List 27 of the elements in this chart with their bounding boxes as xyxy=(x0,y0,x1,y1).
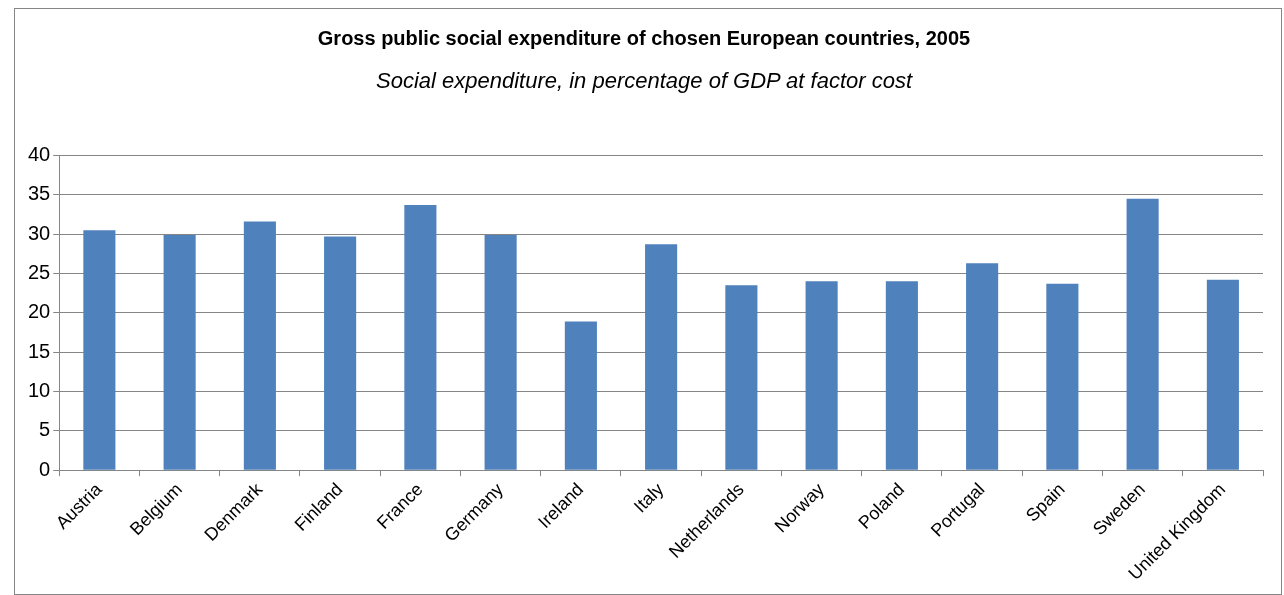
y-tick-label: 40 xyxy=(28,142,51,165)
bar xyxy=(163,234,196,470)
bar xyxy=(484,234,517,470)
bar xyxy=(1046,283,1079,470)
bar xyxy=(885,281,918,470)
y-tick-label: 35 xyxy=(28,182,51,205)
y-tick-label: 20 xyxy=(28,300,51,323)
bar xyxy=(243,221,276,470)
y-tick-label: 25 xyxy=(28,260,51,283)
bar xyxy=(725,285,758,470)
bar xyxy=(966,263,999,470)
y-tick-label: 10 xyxy=(28,378,51,401)
bar xyxy=(1206,279,1239,470)
y-tick-label: 30 xyxy=(28,221,51,244)
x-tick-label: Italy xyxy=(629,479,668,517)
bar xyxy=(564,321,597,470)
chart-title: Gross public social expenditure of chosen European countries, 2005 xyxy=(317,26,971,49)
chart-subtitle: Social expenditure, in percentage of GDP at factor cost xyxy=(375,68,913,94)
bar xyxy=(805,281,838,470)
bar xyxy=(645,244,678,470)
bar xyxy=(404,204,437,470)
y-tick-label: 0 xyxy=(39,457,51,480)
bar xyxy=(324,236,357,470)
y-tick-label: 15 xyxy=(28,339,51,362)
y-tick-label: 5 xyxy=(39,418,51,441)
bar xyxy=(83,230,116,470)
bar xyxy=(1126,198,1159,470)
